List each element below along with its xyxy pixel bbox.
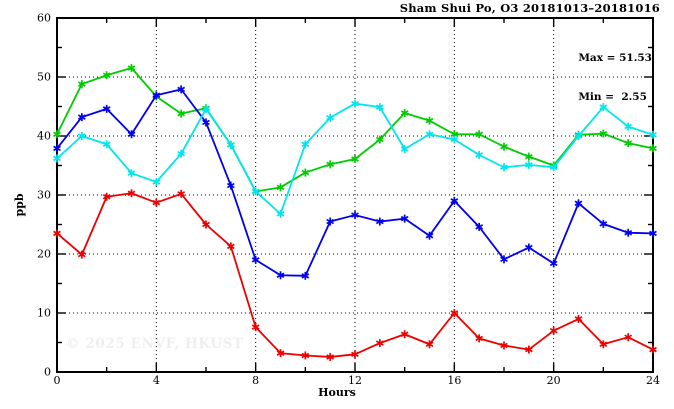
y-tick-label: 20 — [37, 247, 51, 261]
y-tick-label: 60 — [37, 11, 51, 25]
x-tick-label: 12 — [348, 374, 362, 387]
watermark: © 2025 ENVF, HKUST — [66, 336, 244, 352]
x-tick-label: 24 — [646, 374, 660, 387]
min-value-label: Min = 2.55 — [578, 91, 647, 103]
series-20181014 — [53, 85, 657, 280]
max-value-label: Max = 51.53 — [578, 52, 652, 64]
y-tick-label: 0 — [44, 365, 51, 379]
x-tick-label: 0 — [53, 374, 61, 387]
x-tick-label: 20 — [546, 374, 561, 387]
series-20181015 — [53, 99, 657, 218]
series-20181016 — [53, 189, 657, 361]
y-tick-label: 50 — [37, 70, 51, 84]
x-axis-label: Hours — [318, 386, 356, 399]
x-tick-label: 16 — [447, 374, 462, 387]
x-tick-label: 4 — [152, 374, 160, 387]
series-20181013 — [53, 63, 657, 196]
x-tick-label: 8 — [252, 374, 260, 387]
y-tick-label: 30 — [37, 188, 51, 202]
stats-annotation: Max = 51.53 Min = 2.55 — [578, 26, 652, 130]
y-tick-label: 40 — [37, 129, 51, 143]
y-tick-label: 10 — [37, 306, 51, 320]
chart-title: Sham Shui Po, O3 20181013–20181016 — [399, 1, 660, 15]
